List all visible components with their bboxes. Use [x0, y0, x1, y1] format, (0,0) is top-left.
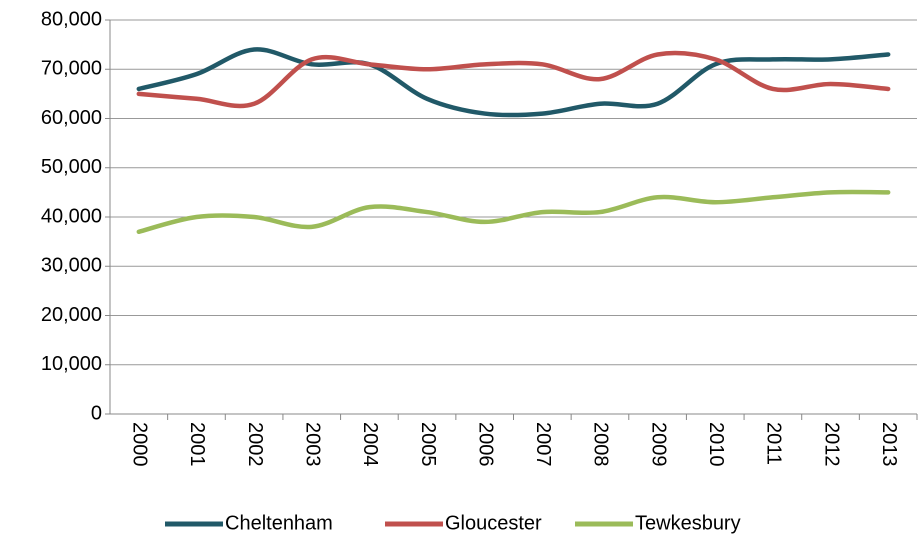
y-tick-label: 70,000 — [41, 58, 102, 80]
x-tick-label: 2004 — [359, 422, 381, 467]
y-tick-label: 80,000 — [41, 8, 102, 30]
x-tick-label: 2002 — [244, 422, 266, 467]
series-line — [136, 189, 891, 235]
y-tick-label: 40,000 — [41, 205, 102, 227]
y-tick-label: 0 — [91, 402, 102, 424]
x-tick-label: 2000 — [129, 422, 151, 467]
x-tick-label: 2007 — [532, 422, 554, 467]
y-tick-label: 30,000 — [41, 255, 102, 277]
legend-label: Cheltenham — [225, 512, 333, 534]
x-tick-label: 2009 — [647, 422, 669, 467]
series-line — [136, 47, 891, 118]
y-tick-label: 10,000 — [41, 353, 102, 375]
x-tick-label: 2001 — [186, 422, 208, 467]
x-tick-label: 2003 — [301, 422, 323, 467]
legend-label: Tewkesbury — [635, 512, 741, 534]
y-tick-label: 50,000 — [41, 156, 102, 178]
x-tick-label: 2013 — [878, 422, 900, 467]
x-tick-label: 2012 — [820, 422, 842, 467]
series-line — [136, 50, 891, 109]
x-tick-label: 2010 — [705, 422, 727, 467]
y-tick-label: 20,000 — [41, 304, 102, 326]
x-tick-label: 2006 — [474, 422, 496, 467]
legend-label: Gloucester — [445, 512, 542, 534]
x-tick-label: 2008 — [590, 422, 612, 467]
x-tick-label: 2005 — [417, 422, 439, 467]
x-tick-label: 2011 — [763, 422, 785, 465]
y-tick-label: 60,000 — [41, 107, 102, 129]
